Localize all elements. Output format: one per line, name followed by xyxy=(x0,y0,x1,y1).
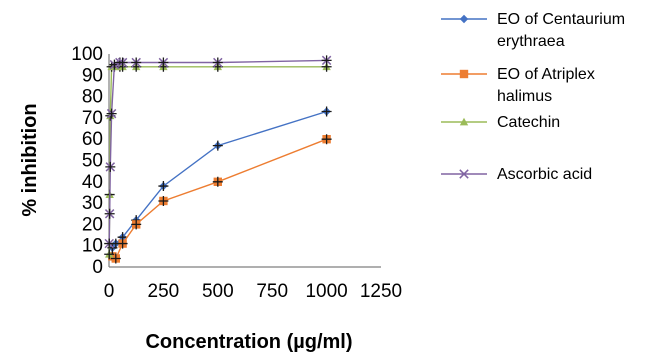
legend-marker xyxy=(459,14,469,24)
error-bar xyxy=(158,57,169,68)
legend-label: Catechin xyxy=(497,114,560,131)
error-bar xyxy=(104,249,115,260)
error-bar xyxy=(321,106,332,117)
error-bar xyxy=(212,140,223,151)
error-bar xyxy=(106,108,117,119)
error-bar xyxy=(105,161,116,172)
error-bar xyxy=(321,134,332,145)
series-2 xyxy=(107,134,332,264)
error-bar xyxy=(131,57,142,68)
y-tick-label: 100 xyxy=(71,44,103,65)
legend-label: EO of Centaurium xyxy=(497,11,625,28)
x-tick-labels: 0 250 500 750 1000 1250 xyxy=(104,281,402,302)
y-tick-label: 20 xyxy=(82,214,103,235)
legend-entry: Ascorbic acid xyxy=(441,166,592,183)
x-axis-title: Concentration (µg/ml) xyxy=(145,331,352,353)
y-tick-label: 50 xyxy=(82,151,103,172)
y-tick-label: 90 xyxy=(82,65,103,86)
legend-marker xyxy=(459,117,469,126)
series-line xyxy=(112,138,327,260)
series-layer xyxy=(104,55,332,264)
error-bar xyxy=(158,195,169,206)
error-bar xyxy=(117,57,128,68)
y-tick-label: 10 xyxy=(82,236,103,257)
legend-entry: EO of Atriplex halimus xyxy=(441,66,595,105)
legend-label: halimus xyxy=(497,88,552,105)
x-tick-label: 1250 xyxy=(360,281,402,302)
x-tick-label: 500 xyxy=(202,281,234,302)
error-bar xyxy=(212,57,223,68)
legend-entry: Catechin xyxy=(441,114,560,131)
x-tick-label: 1000 xyxy=(305,281,347,302)
series-line xyxy=(108,66,327,255)
legend-label: EO of Atriplex xyxy=(497,66,595,83)
error-bar xyxy=(104,208,115,219)
y-tick-label: 0 xyxy=(92,257,103,278)
legend-label: erythraea xyxy=(497,33,565,50)
legend: EO of Centaurium erythraea EO of Atriplex h… xyxy=(441,11,625,183)
legend-label: Ascorbic acid xyxy=(497,166,592,183)
y-tick-label: 40 xyxy=(82,172,103,193)
y-axis-title: % inhibition xyxy=(19,103,41,216)
y-tick-label: 30 xyxy=(82,193,103,214)
error-bar xyxy=(110,253,121,264)
error-bar xyxy=(131,219,142,230)
error-bar xyxy=(158,181,169,192)
error-bar xyxy=(117,238,128,249)
error-bar xyxy=(321,55,332,66)
legend-entry: EO of Centaurium erythraea xyxy=(441,11,625,50)
axes xyxy=(108,54,381,268)
y-tick-label: 70 xyxy=(82,108,103,129)
legend-marker xyxy=(459,169,469,179)
x-tick-label: 750 xyxy=(256,281,288,302)
x-tick-label: 0 xyxy=(104,281,115,302)
error-bar xyxy=(104,238,115,249)
x-tick-label: 250 xyxy=(148,281,180,302)
series-3 xyxy=(104,61,332,260)
y-tick-label: 60 xyxy=(82,129,103,150)
legend-marker xyxy=(459,69,469,79)
series-4 xyxy=(104,55,332,249)
y-tick-label: 80 xyxy=(82,87,103,108)
error-bar xyxy=(212,176,223,187)
